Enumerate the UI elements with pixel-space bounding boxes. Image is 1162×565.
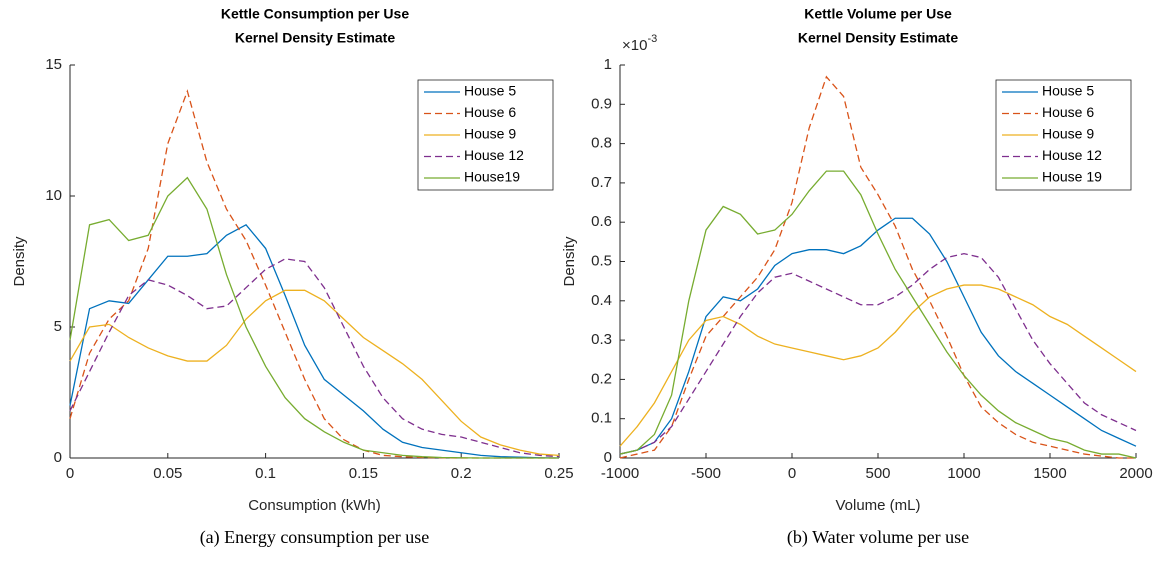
y-tick-label: 0.1 xyxy=(591,410,612,427)
x-tick-label: 0.05 xyxy=(153,465,182,482)
legend-label: House 5 xyxy=(464,83,516,99)
y-tick-label: 0.9 xyxy=(591,95,612,112)
chart-title: Kettle Consumption per Use xyxy=(221,6,409,22)
series-line xyxy=(69,176,559,459)
series-line xyxy=(619,75,1136,459)
x-tick-label: 0 xyxy=(66,465,74,482)
legend-label: House 9 xyxy=(1042,126,1094,142)
y-tick-label: 0.8 xyxy=(591,135,612,152)
legend-label: House 6 xyxy=(1042,104,1094,120)
y-tick-label: 0.5 xyxy=(591,252,612,269)
x-tick-label: 2000 xyxy=(1119,465,1152,482)
series-line xyxy=(619,217,1137,455)
y-multiplier: ×10-3 xyxy=(622,33,657,54)
caption: (b) Water volume per use xyxy=(787,527,969,548)
series-line xyxy=(69,223,560,459)
x-tick-label: 0 xyxy=(788,465,796,482)
x-tick-label: 0.15 xyxy=(349,465,378,482)
y-tick-label: 0.6 xyxy=(591,213,612,230)
x-tick-label: 0.25 xyxy=(544,465,573,482)
y-multiplier-base: ×10 xyxy=(622,37,647,54)
y-tick-label: 0.3 xyxy=(591,331,612,348)
y-multiplier-exponent: -3 xyxy=(647,33,657,45)
legend-label: House 19 xyxy=(1042,169,1102,185)
x-tick-label: 1000 xyxy=(947,465,980,482)
x-tick-label: 1500 xyxy=(1033,465,1066,482)
legend-label: House19 xyxy=(464,169,520,185)
x-tick-label: 500 xyxy=(865,465,890,482)
y-axis-label: Density xyxy=(561,236,578,287)
x-axis-label: Volume (mL) xyxy=(835,497,920,514)
chart-subtitle: Kernel Density Estimate xyxy=(798,30,958,46)
y-tick-label: 1 xyxy=(604,56,612,73)
y-tick-label: 5 xyxy=(54,318,62,335)
y-tick-label: 10 xyxy=(45,187,62,204)
y-tick-label: 0 xyxy=(54,449,62,466)
series-line xyxy=(619,284,1137,447)
x-tick-label: 0.2 xyxy=(451,465,472,482)
x-tick-label: -500 xyxy=(691,465,721,482)
y-tick-label: 0.7 xyxy=(591,174,612,191)
x-tick-label: 0.1 xyxy=(255,465,276,482)
legend-label: House 5 xyxy=(1042,83,1094,99)
x-tick-label: -1000 xyxy=(601,465,639,482)
y-axis-label: Density xyxy=(11,236,28,287)
series-line xyxy=(619,252,1137,455)
x-axis-label: Consumption (kWh) xyxy=(248,497,381,514)
legend-label: House 9 xyxy=(464,126,516,142)
legend-label: House 12 xyxy=(464,147,524,163)
y-tick-label: 0.4 xyxy=(591,292,612,309)
legend-label: House 6 xyxy=(464,104,516,120)
series-line xyxy=(619,170,1137,459)
legend-box xyxy=(417,79,554,191)
series-line xyxy=(69,258,560,458)
chart-title: Kettle Volume per Use xyxy=(804,6,952,22)
series-line xyxy=(69,289,560,457)
y-tick-label: 0.2 xyxy=(591,370,612,387)
caption: (a) Energy consumption per use xyxy=(200,527,430,548)
y-tick-label: 15 xyxy=(45,56,62,73)
chart-subtitle: Kernel Density Estimate xyxy=(235,30,395,46)
legend-label: House 12 xyxy=(1042,147,1102,163)
y-tick-label: 0 xyxy=(604,449,612,466)
